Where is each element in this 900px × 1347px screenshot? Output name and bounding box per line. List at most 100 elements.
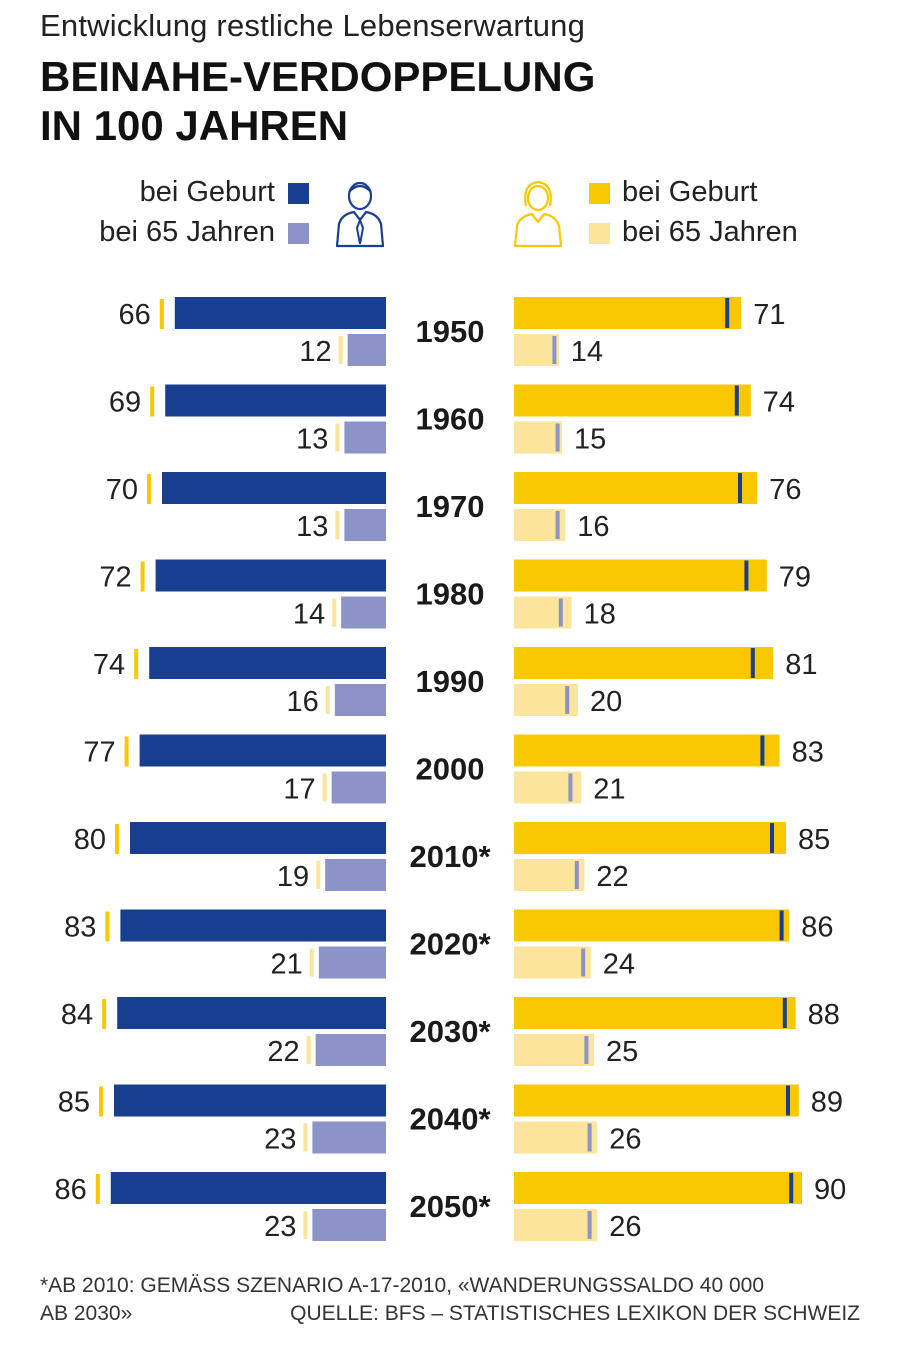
footnote: *AB 2010: GEMÄSS SZENARIO A-17-2010, «WA… — [40, 1272, 870, 1328]
men-birth-bar — [162, 472, 386, 504]
women-65-bar — [514, 1209, 598, 1241]
women-birth-marker — [779, 910, 784, 941]
chart-subtitle: Entwicklung restliche Lebenserwartung — [40, 8, 586, 43]
men-65-marker — [335, 511, 340, 539]
men-65-value: 13 — [296, 511, 328, 543]
women-65-value: 21 — [593, 774, 625, 806]
men-65-bar — [331, 771, 386, 804]
men-birth-value: 83 — [64, 912, 96, 944]
women-65-marker — [581, 948, 586, 977]
men-birth-value: 66 — [119, 299, 151, 331]
men-65-bar — [312, 1121, 386, 1154]
women-65-bar — [514, 946, 591, 979]
men-65-bar — [334, 684, 386, 716]
men-birth-bar — [149, 647, 386, 679]
women-birth-value: 89 — [811, 1087, 843, 1119]
women-65-value: 25 — [606, 1036, 638, 1068]
women-65-value: 20 — [590, 686, 622, 718]
men-birth-value: 84 — [61, 999, 93, 1031]
women-birth-bar — [514, 909, 790, 942]
women-birth-value: 88 — [808, 999, 840, 1031]
men-birth-value: 70 — [106, 474, 138, 506]
women-birth-bar — [514, 1084, 799, 1117]
women-birth-marker — [770, 823, 774, 853]
women-birth-value: 83 — [792, 737, 824, 769]
men-birth-marker — [134, 649, 139, 679]
women-birth-value: 85 — [798, 824, 830, 856]
women-65-marker — [552, 336, 557, 364]
women-65-bar — [514, 421, 562, 454]
women-65-value: 15 — [574, 424, 606, 456]
legend-women-birth-label: bei Geburt — [622, 176, 758, 208]
women-birth-bar — [514, 297, 742, 329]
women-birth-value: 71 — [753, 299, 785, 331]
year-label: 2010* — [409, 839, 491, 874]
footnote-line-2: AB 2030» — [40, 1302, 133, 1325]
year-label: 2000 — [416, 752, 485, 787]
women-birth-bar — [514, 822, 786, 854]
men-birth-bar — [120, 909, 387, 942]
women-birth-marker — [738, 473, 742, 503]
men-65-value: 16 — [287, 686, 319, 718]
men-birth-bar — [117, 997, 386, 1029]
men-65-value: 17 — [283, 774, 315, 806]
women-65-value: 16 — [577, 511, 609, 543]
women-birth-marker — [786, 1085, 790, 1116]
women-65-marker — [574, 861, 579, 889]
year-label: 2030* — [409, 1014, 491, 1049]
source-note: QUELLE: BFS – STATISTISCHES LEXIKON DER … — [290, 1302, 860, 1325]
men-birth-bar — [139, 734, 386, 767]
men-birth-bar — [165, 384, 386, 417]
men-65-value: 14 — [293, 599, 325, 631]
men-65-bar — [318, 946, 386, 979]
men-65-marker — [316, 861, 321, 889]
year-label: 1990 — [416, 664, 485, 699]
men-65-marker — [322, 773, 327, 802]
men-65-value: 22 — [267, 1036, 299, 1068]
women-65-marker — [584, 1036, 589, 1064]
men-65-marker — [332, 598, 337, 627]
women-birth-marker — [734, 385, 739, 416]
women-birth-value: 79 — [779, 562, 811, 594]
women-65-bar — [514, 596, 572, 629]
women-birth-value: 90 — [814, 1174, 846, 1206]
men-65-value: 12 — [299, 336, 331, 368]
men-65-marker — [303, 1123, 308, 1152]
men-birth-bar — [174, 297, 386, 329]
year-label: 2050* — [409, 1189, 491, 1224]
men-65-bar — [344, 509, 386, 541]
women-65-value: 26 — [609, 1211, 641, 1243]
men-birth-marker — [95, 1174, 100, 1204]
women-birth-bar — [514, 384, 751, 417]
men-birth-value: 77 — [83, 737, 115, 769]
men-birth-bar — [110, 1172, 387, 1204]
men-birth-marker — [102, 999, 107, 1029]
year-label: 1950 — [416, 314, 485, 349]
chart-title: BEINAHE-VERDOPPELUNG IN 100 JAHREN — [40, 52, 595, 150]
life-expectancy-chart: 66 12 71 14 1950 69 13 74 15 1960 70 13 76 16 1970 72 14… — [55, 297, 846, 1243]
women-65-marker — [587, 1211, 592, 1239]
year-label: 1960 — [416, 402, 485, 437]
women-birth-marker — [750, 648, 755, 678]
women-65-value: 18 — [584, 599, 616, 631]
men-birth-marker — [99, 1086, 103, 1117]
women-birth-bar — [514, 472, 758, 504]
men-65-marker — [325, 686, 330, 714]
men-birth-bar — [114, 1084, 386, 1117]
men-birth-bar — [155, 559, 386, 592]
men-65-bar — [344, 421, 386, 454]
men-birth-bar — [130, 822, 386, 854]
men-birth-value: 80 — [74, 824, 106, 856]
legend-men-65-swatch — [288, 223, 309, 244]
men-birth-marker — [150, 386, 155, 417]
men-birth-marker — [159, 299, 164, 329]
year-label: 2040* — [409, 1102, 491, 1137]
men-65-marker — [309, 948, 314, 977]
men-birth-marker — [115, 824, 119, 854]
women-65-value: 24 — [603, 949, 635, 981]
women-birth-bar — [514, 734, 780, 767]
men-birth-marker — [124, 736, 129, 767]
men-65-value: 23 — [264, 1124, 296, 1156]
legend-men-birth-label: bei Geburt — [139, 176, 275, 208]
men-65-value: 19 — [277, 861, 309, 893]
